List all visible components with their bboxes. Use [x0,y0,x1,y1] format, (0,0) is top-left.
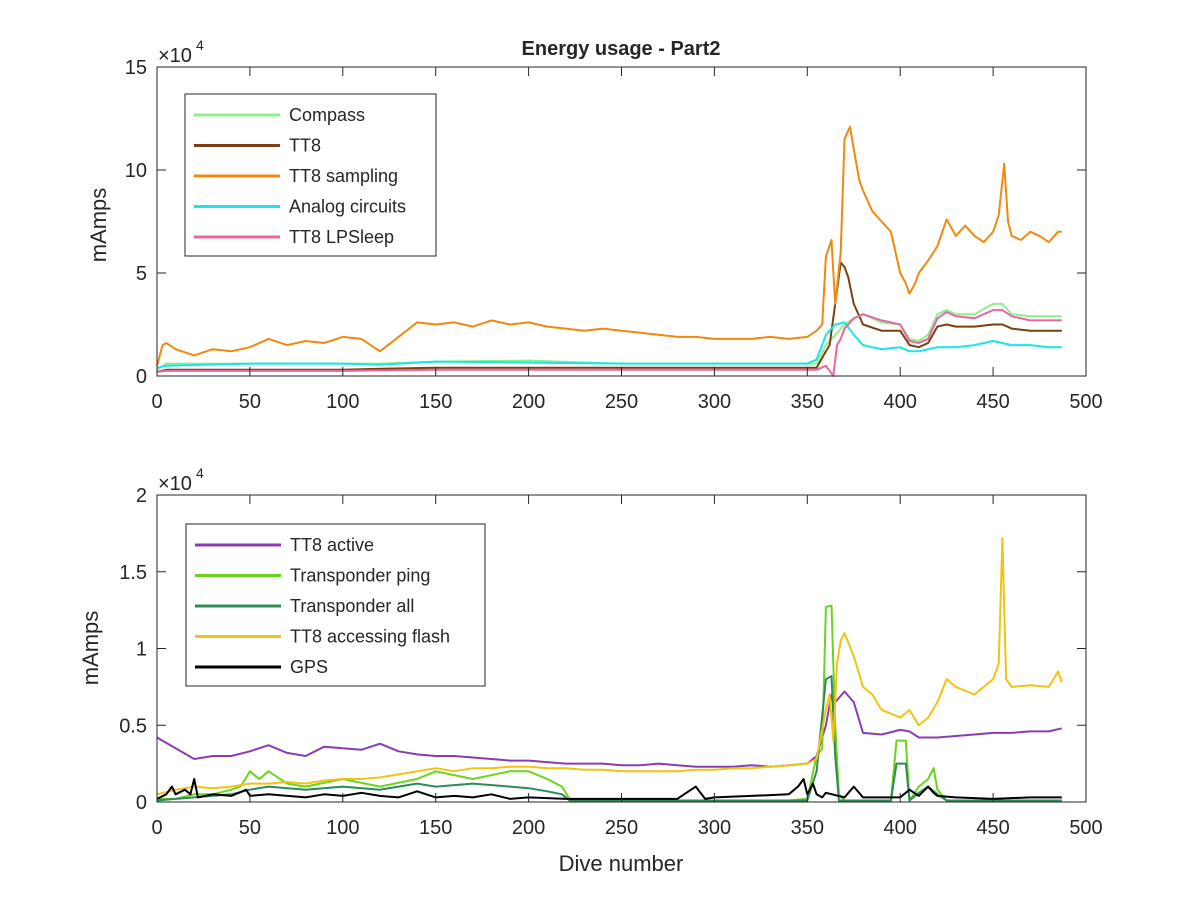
top-x-tick-label: 450 [976,391,1009,413]
top-legend-label: TT8 LPSleep [289,227,394,247]
top-series-line-tt8 [156,261,1062,373]
top-x-tick-label: 100 [326,391,359,413]
top-legend-label: Compass [289,105,365,125]
bottom-x-tick-label: 500 [1069,817,1102,839]
bottom-x-axis-label: Dive number [559,851,684,876]
bottom-x-tick-label: 200 [512,817,545,839]
bottom-x-tick-label: 300 [698,817,731,839]
bottom-series-line-tt8-active [156,690,1063,768]
top-ticks: 0 50 100 150 200 250 300 350 400 450 500 0 5 10 15 [125,57,1103,413]
bottom-x-tick-label: 150 [419,817,452,839]
top-x-tick-label: 50 [239,391,261,413]
top-legend-label: TT8 [289,136,321,156]
top-legend-label: Analog circuits [289,197,406,217]
bottom-exponent-power: 4 [196,465,204,481]
bottom-y-tick-label: 1.5 [119,562,147,584]
bottom-x-tick-label: 100 [326,817,359,839]
bottom-legend: TT8 active Transponder ping Transponder al… [185,523,486,687]
bottom-x-tick-label: 450 [976,817,1009,839]
bottom-y-tick-label: 0 [136,792,147,814]
top-y-tick-label: 5 [136,263,147,285]
bottom-legend-label: GPS [290,657,328,677]
bottom-x-tick-label: 400 [884,817,917,839]
top-x-tick-label: 0 [151,391,162,413]
bottom-x-tick-label: 50 [239,817,261,839]
top-x-tick-label: 500 [1069,391,1102,413]
top-x-tick-label: 200 [512,391,545,413]
top-legend-items: Compass TT8 TT8 sampling Analog circuits TT8… [194,105,406,247]
top-x-tick-label: 150 [419,391,452,413]
bottom-y-tick-label: 0.5 [119,715,147,737]
bottom-legend-label: Transponder ping [290,566,430,586]
bottom-x-tick-label: 250 [605,817,638,839]
top-x-tick-label: 300 [698,391,731,413]
bottom-exponent-label: ×10 4 [158,465,204,495]
top-exponent-base: ×10 [158,45,192,67]
bottom-legend-label: TT8 active [290,535,374,555]
bottom-y-tick-label: 1 [136,639,147,661]
top-exponent-label: ×10 4 [158,37,204,67]
chart-title: Energy usage - Part2 [522,38,721,60]
bottom-legend-label: Transponder all [290,596,414,616]
top-y-tick-label: 0 [136,366,147,388]
top-series-line-tt8-sampling [156,125,1062,366]
top-subplot: Energy usage - Part2 mAmps ×10 4 0 50 100 1… [86,37,1103,413]
top-exponent-power: 4 [196,37,204,53]
bottom-legend-items: TT8 active Transponder ping Transponder al… [195,535,450,677]
bottom-series-line-tt8-accessing-flash [156,537,1063,796]
bottom-ticks: 0 50 100 150 200 250 300 350 400 450 500 0 0.5 1 1.5 2 [119,485,1103,839]
top-series-line-analog-circuits [156,321,1062,369]
bottom-x-tick-label: 350 [791,817,824,839]
top-legend-label: TT8 sampling [289,166,398,186]
top-x-tick-label: 350 [791,391,824,413]
bottom-y-tick-label: 2 [136,485,147,507]
bottom-exponent-base: ×10 [158,473,192,495]
bottom-subplot: mAmps Dive number ×10 4 0 50 100 150 200 250 3… [78,465,1103,876]
top-x-tick-label: 250 [605,391,638,413]
top-y-tick-label: 15 [125,57,147,79]
bottom-legend-label: TT8 accessing flash [290,627,450,647]
top-y-axis-label: mAmps [86,188,111,263]
bottom-x-tick-label: 0 [151,817,162,839]
top-x-tick-label: 400 [884,391,917,413]
top-y-tick-label: 10 [125,160,147,182]
bottom-y-axis-label: mAmps [78,611,103,686]
top-legend: Compass TT8 TT8 sampling Analog circuits TT8… [184,93,437,257]
